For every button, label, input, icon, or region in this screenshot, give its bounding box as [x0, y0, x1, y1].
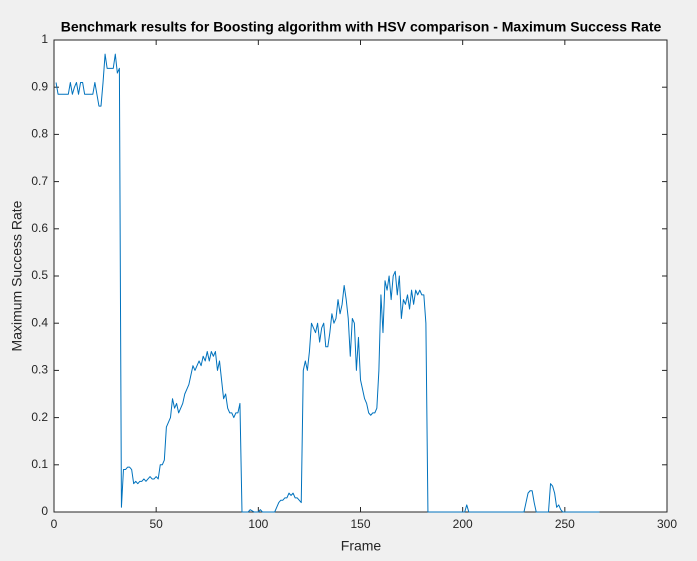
x-tick-label: 150 [350, 517, 370, 531]
chart-title: Benchmark results for Boosting algorithm… [61, 19, 662, 35]
x-tick-label: 200 [453, 517, 473, 531]
x-tick-label: 250 [555, 517, 575, 531]
y-tick-label: 0.4 [31, 315, 48, 329]
x-tick-label: 100 [248, 517, 268, 531]
y-tick-label: 0.6 [31, 221, 48, 235]
y-tick-label: 0.8 [31, 127, 48, 141]
data-line [55, 53, 600, 513]
y-tick-label: 0.1 [31, 457, 48, 471]
y-tick-label: 0.5 [31, 268, 48, 282]
plot-area [53, 39, 668, 513]
y-tick-label: 0.2 [31, 410, 48, 424]
y-tick-label: 0.9 [31, 79, 48, 93]
x-tick-label: 0 [51, 517, 58, 531]
y-axis-label: Maximum Success Rate [9, 200, 25, 351]
y-tick-label: 0.3 [31, 363, 48, 377]
y-tick-label: 0 [41, 504, 48, 518]
y-tick-label: 0.7 [31, 174, 48, 188]
x-tick-label: 50 [149, 517, 163, 531]
x-tick-label: 300 [657, 517, 677, 531]
x-axis-label: Frame [341, 538, 382, 554]
y-tick-label: 1 [41, 32, 48, 46]
